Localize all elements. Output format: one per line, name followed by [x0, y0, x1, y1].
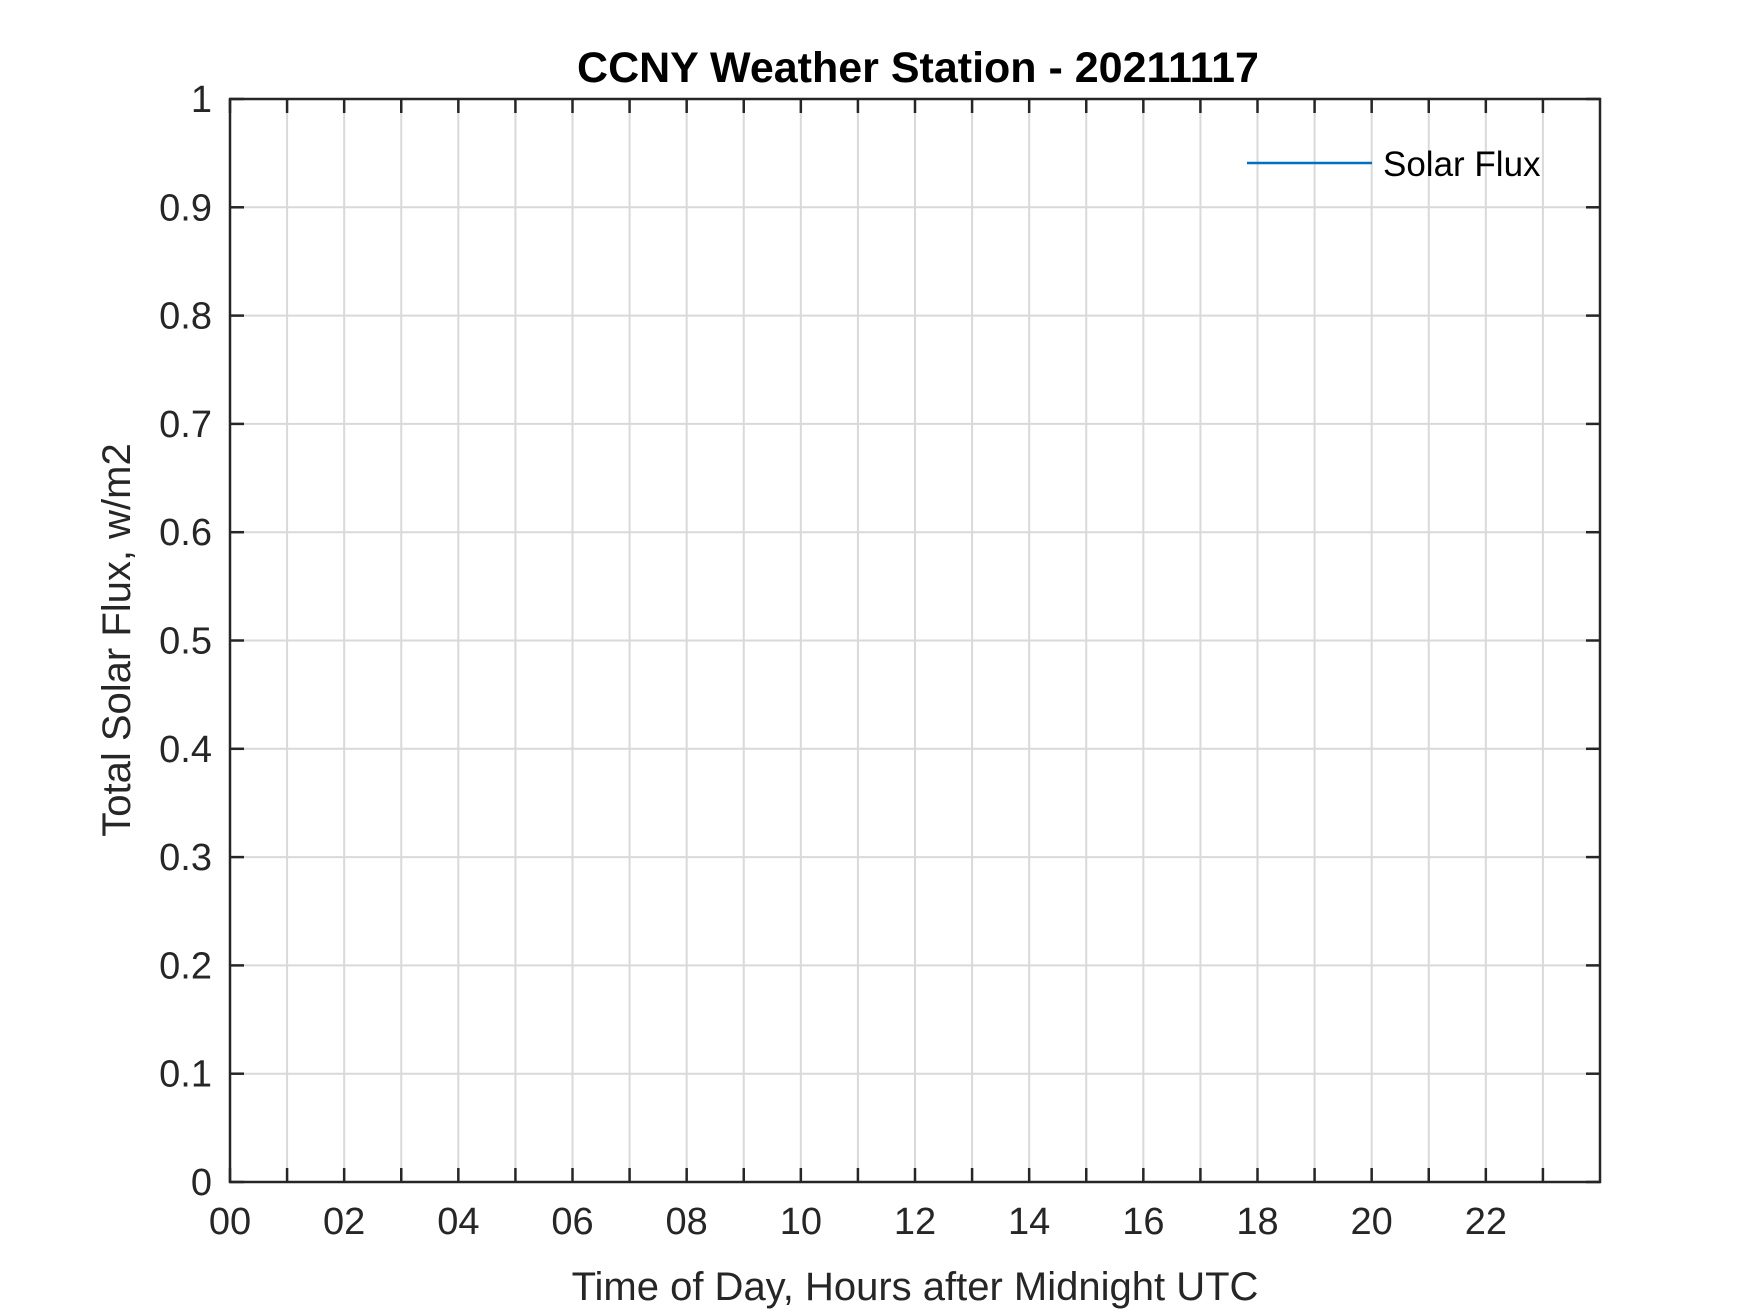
- x-tick-label: 00: [209, 1201, 251, 1243]
- y-tick-label: 0: [191, 1162, 212, 1204]
- chart-title: CCNY Weather Station - 20211117: [577, 44, 1259, 92]
- x-tick-label: 20: [1351, 1201, 1393, 1243]
- y-axis-label: Total Solar Flux, w/m2: [95, 443, 139, 836]
- y-tick-label: 0.9: [159, 187, 212, 229]
- y-tick-label: 1: [191, 79, 212, 121]
- x-tick-label: 14: [1008, 1201, 1050, 1243]
- x-tick-label: 02: [323, 1201, 365, 1243]
- x-tick-label: 16: [1122, 1201, 1164, 1243]
- x-tick-label: 08: [666, 1201, 708, 1243]
- x-axis-label: Time of Day, Hours after Midnight UTC: [572, 1265, 1259, 1309]
- x-tick-label: 22: [1465, 1201, 1507, 1243]
- legend: Solar Flux: [1247, 145, 1541, 184]
- legend-label-solar-flux: Solar Flux: [1383, 145, 1541, 184]
- plot-frame: [228, 97, 1602, 1184]
- x-tick-label: 04: [437, 1201, 479, 1243]
- y-tick-label: 0.7: [159, 404, 212, 446]
- y-tick-label: 0.5: [159, 621, 212, 663]
- y-tick-label: 0.6: [159, 512, 212, 554]
- x-tick-labels: 00 02 04 06 08 10 12 14 16 18 20 22: [209, 1201, 1507, 1243]
- y-tick-label: 0.1: [159, 1054, 212, 1096]
- y-grid-lines: [230, 206, 1600, 1075]
- y-tick-label: 0.8: [159, 296, 212, 338]
- x-tick-label: 10: [780, 1201, 822, 1243]
- y-tick-labels: 0 0.1 0.2 0.3 0.4 0.5 0.6 0.7 0.8 0.9 1: [159, 79, 212, 1204]
- x-tick-label: 06: [551, 1201, 593, 1243]
- x-tick-label: 18: [1236, 1201, 1278, 1243]
- y-tick-label: 0.2: [159, 945, 212, 987]
- y-tick-label: 0.4: [159, 729, 212, 771]
- y-tick-label: 0.3: [159, 837, 212, 879]
- x-tick-label: 12: [894, 1201, 936, 1243]
